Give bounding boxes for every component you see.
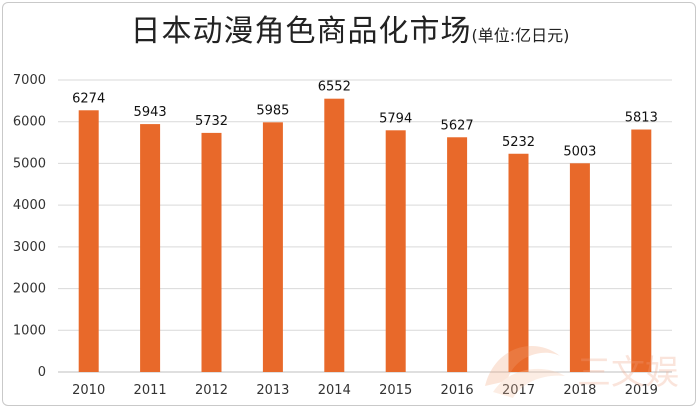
y-tick-label: 2000	[13, 282, 46, 297]
x-tick-label: 2018	[563, 383, 596, 398]
data-label-2012: 5732	[195, 114, 228, 129]
bar-2018	[569, 163, 590, 372]
y-tick-label: 6000	[13, 115, 46, 130]
bar-2013	[262, 122, 283, 372]
x-tick-label: 2016	[441, 383, 474, 398]
chart-title-block: 日本动漫角色商品化市场(单位:亿日元)	[0, 6, 700, 50]
watermark-logo: 三文娱	[465, 326, 695, 406]
y-tick-label: 7000	[13, 73, 46, 88]
watermark-text: 三文娱	[577, 353, 679, 393]
x-tick-label: 2015	[379, 383, 412, 398]
bar-2019	[631, 129, 652, 372]
x-tick-label: 2013	[256, 383, 289, 398]
bar-2015	[385, 130, 406, 372]
data-label-2016: 5627	[441, 118, 474, 133]
data-label-2015: 5794	[379, 111, 412, 126]
chart-unit-label: (单位:亿日元)	[471, 26, 570, 45]
bar-2016	[447, 137, 468, 372]
bars	[78, 98, 652, 373]
data-label-2014: 6552	[318, 80, 351, 95]
bar-2010	[78, 110, 99, 372]
data-label-2019: 5813	[625, 111, 658, 126]
bar-2012	[201, 132, 222, 372]
x-axis-ticks: 2010 2011 2012 2013 2014 2015 2016 2017 2018 2019	[72, 383, 658, 398]
data-label-2011: 5943	[134, 105, 167, 120]
bar-2011	[140, 124, 161, 372]
x-tick-label: 2010	[72, 383, 105, 398]
x-tick-label: 2019	[625, 383, 658, 398]
data-label-2017: 5232	[502, 135, 535, 150]
data-label-2013: 5985	[256, 103, 289, 118]
y-axis-ticks: 0 1000 2000 3000 4000 5000 6000 7000	[13, 73, 46, 380]
data-label-2018: 5003	[563, 144, 596, 159]
data-labels: 6274 5943 5732 5985 6552 5794 5627 5232 5003 5813	[72, 80, 658, 160]
x-tick-label: 2017	[502, 383, 535, 398]
x-tick-label: 2012	[195, 383, 228, 398]
y-tick-label: 1000	[13, 323, 46, 338]
y-tick-label: 4000	[13, 198, 46, 213]
y-tick-label: 0	[38, 365, 46, 380]
bar-2014	[324, 98, 345, 373]
y-tick-label: 5000	[13, 156, 46, 171]
bar-2017	[508, 153, 529, 372]
x-tick-label: 2011	[134, 383, 167, 398]
y-tick-label: 3000	[13, 240, 46, 255]
x-tick-label: 2014	[318, 383, 351, 398]
gridlines	[58, 79, 672, 373]
data-label-2010: 6274	[72, 91, 105, 106]
watermark-swirl-icon	[485, 346, 565, 398]
chart-title: 日本动漫角色商品化市场	[130, 14, 472, 49]
